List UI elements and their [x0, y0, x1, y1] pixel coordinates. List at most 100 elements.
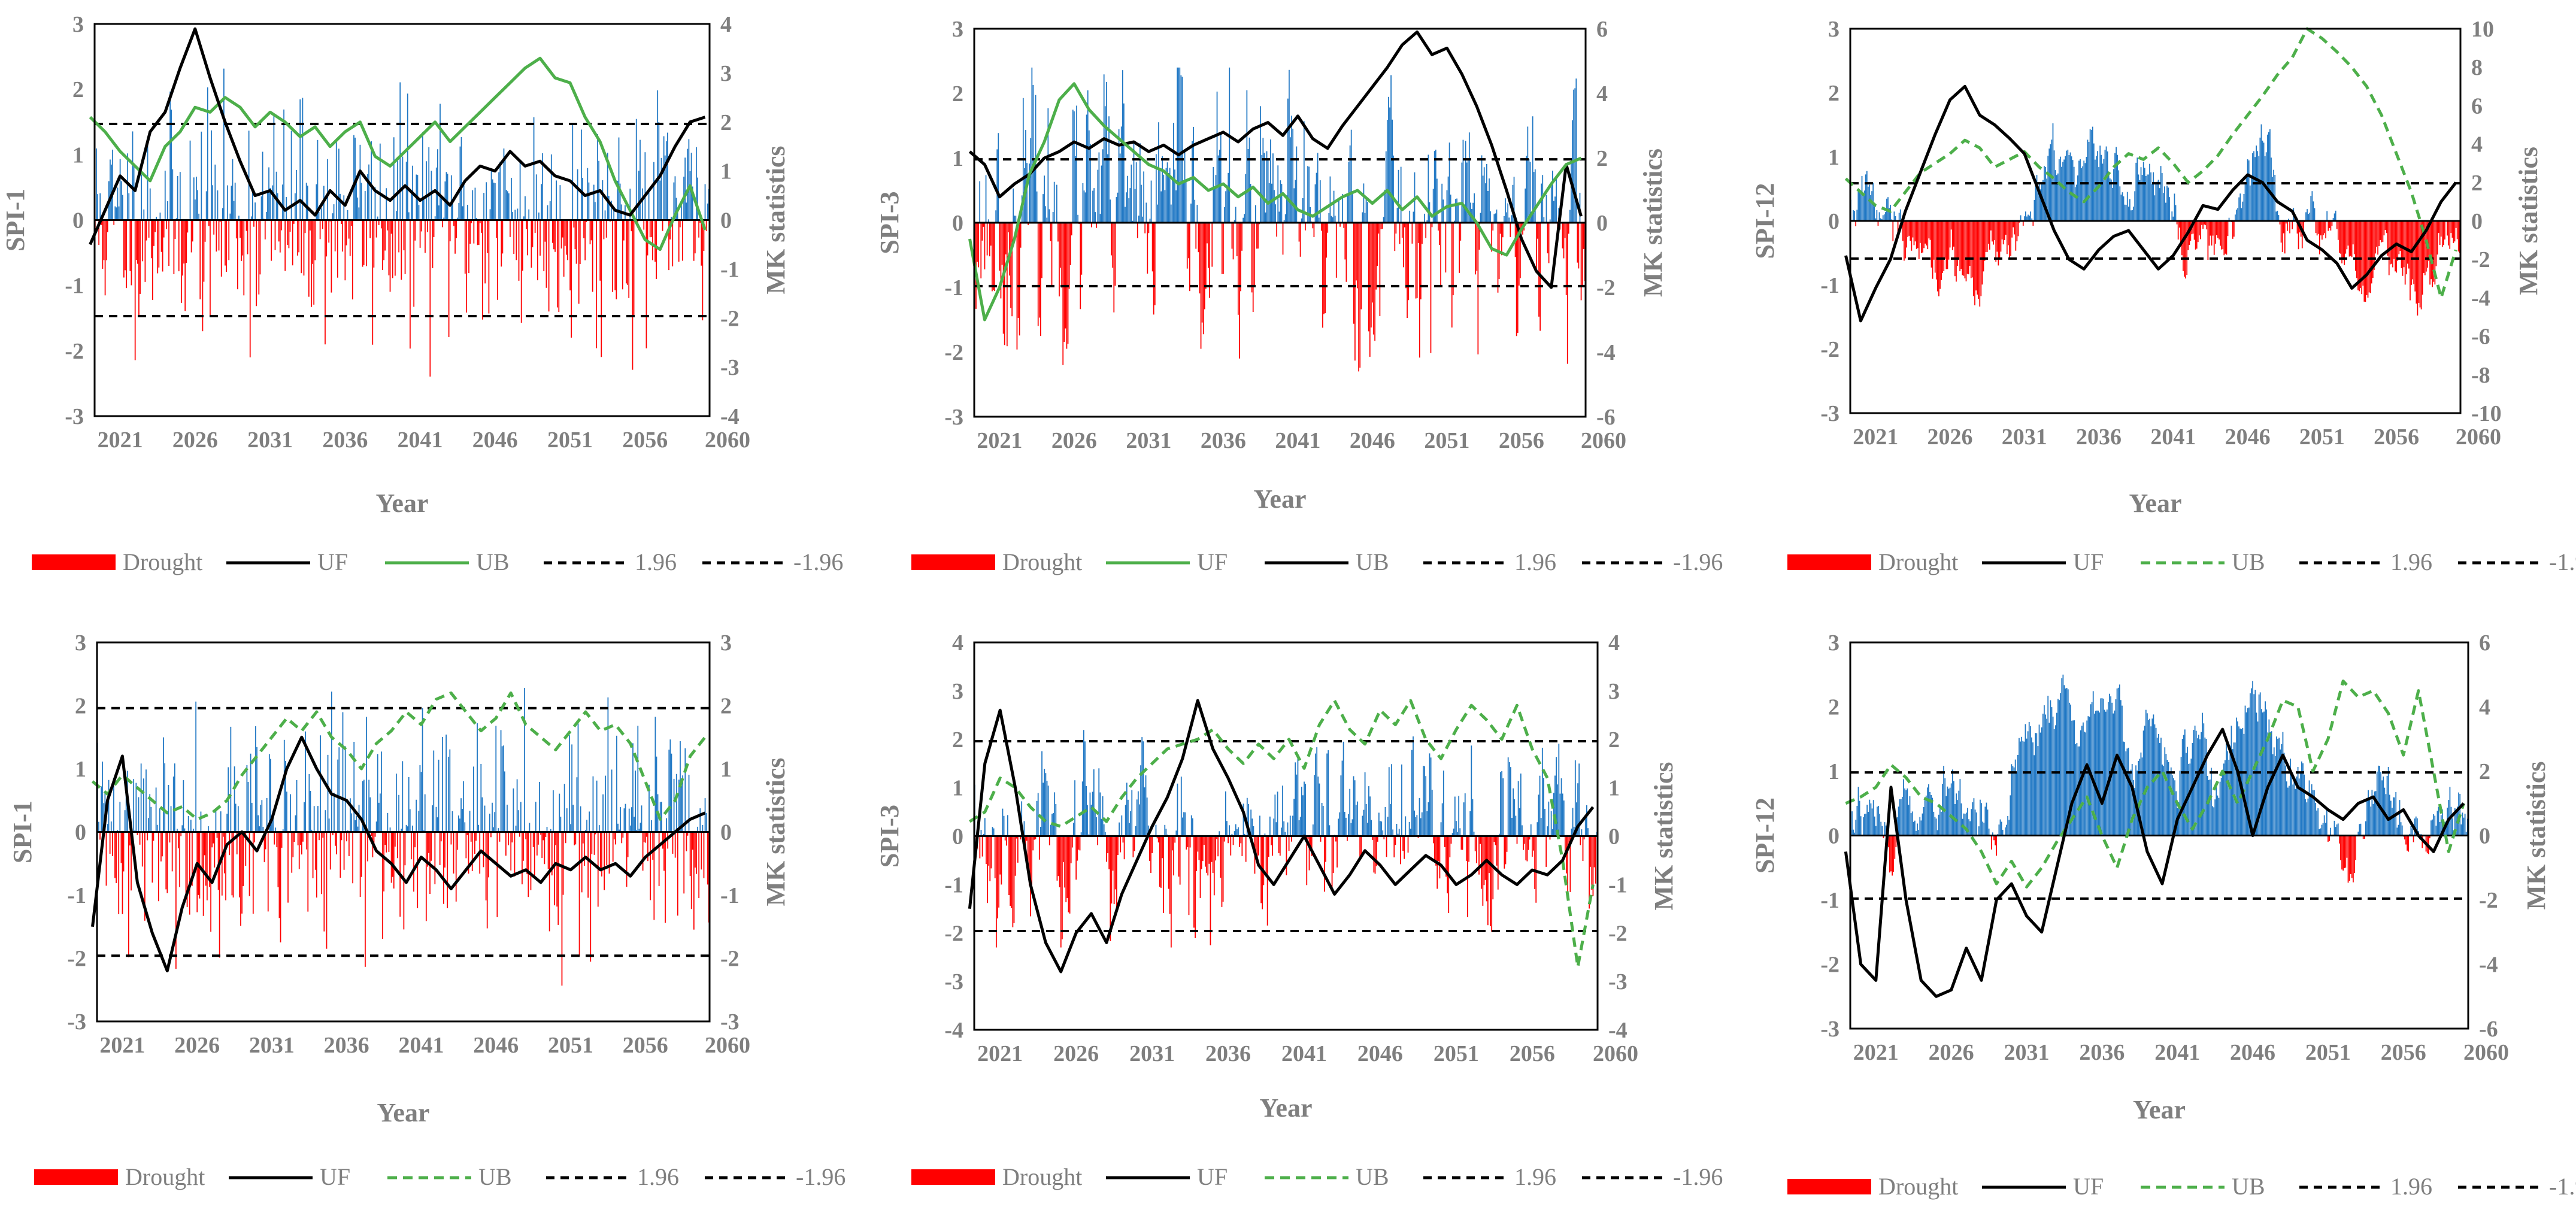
wet-bar	[378, 803, 380, 832]
wet-bar	[2113, 714, 2114, 836]
wet-bar	[1874, 817, 1875, 836]
wet-bar	[1138, 216, 1139, 223]
drought-bar	[1921, 221, 1922, 253]
wet-bar	[1880, 822, 1881, 836]
wet-bar	[1053, 212, 1054, 223]
wet-bar	[464, 822, 465, 832]
wet-bar	[674, 779, 675, 832]
wet-bar	[1251, 818, 1253, 836]
wet-bar	[2311, 191, 2313, 221]
wet-bar	[2452, 818, 2453, 835]
y-tick-label: 3	[75, 630, 86, 656]
drought-bar	[626, 220, 627, 284]
drought-bar	[643, 220, 644, 230]
drought-bar	[531, 220, 532, 268]
y-tick-label: 0	[72, 208, 84, 234]
drought-bar	[1008, 836, 1010, 896]
drought-bar	[1201, 836, 1202, 869]
wet-bar	[1466, 162, 1468, 223]
drought-bar	[2416, 221, 2417, 304]
drought-bar	[319, 832, 320, 841]
wet-bar	[1464, 208, 1465, 223]
wet-bar	[1854, 211, 1855, 221]
drought-bar	[308, 220, 310, 297]
drought-bar	[1208, 223, 1209, 268]
drought-bar	[2320, 221, 2322, 235]
drought-bar	[184, 220, 186, 311]
drought-bar	[298, 220, 299, 253]
drought-bar	[1050, 223, 1051, 241]
drought-bar	[2340, 836, 2341, 860]
wet-bar	[1348, 814, 1349, 836]
drought-bar	[291, 832, 292, 873]
wet-bar	[1959, 779, 1960, 835]
wet-bar	[1493, 214, 1495, 223]
drought-bar	[1451, 836, 1452, 844]
wet-bar	[1277, 792, 1278, 836]
legend-label: UB	[478, 1163, 512, 1190]
drought-bar	[2180, 221, 2181, 244]
drought-bar	[2323, 221, 2324, 235]
drought-bar	[1111, 836, 1113, 904]
wet-bar	[2314, 208, 2316, 221]
wet-bar	[1574, 88, 1575, 223]
drought-bar	[2232, 221, 2233, 239]
wet-bar	[1501, 771, 1502, 836]
wet-bar	[134, 164, 135, 220]
wet-bar	[2162, 173, 2163, 221]
wet-bar	[2050, 144, 2051, 221]
drought-bar	[1510, 223, 1511, 237]
drought-bar	[1500, 223, 1501, 234]
wet-bar	[2267, 135, 2268, 221]
drought-bar	[626, 832, 628, 887]
wet-bar	[1369, 796, 1371, 836]
wet-bar	[1881, 826, 1883, 836]
y-tick-label: -3	[1820, 1017, 1839, 1042]
wet-bar	[1581, 829, 1582, 836]
wet-bar	[1102, 796, 1104, 836]
drought-bar	[978, 223, 979, 267]
drought-bar	[373, 220, 374, 268]
wet-bar	[2126, 748, 2128, 835]
wet-bar	[2108, 702, 2109, 835]
wet-bar	[2135, 163, 2136, 221]
wet-bar	[1424, 766, 1425, 836]
wet-bar	[1340, 775, 1341, 836]
drought-bar	[691, 832, 692, 909]
wet-bar	[1443, 771, 1444, 836]
wet-bar	[541, 184, 542, 220]
wet-bar	[1982, 821, 1983, 835]
wet-bar	[2326, 808, 2328, 835]
drought-bar	[325, 220, 326, 345]
wet-bar	[1159, 169, 1160, 223]
x-tick-label: 2056	[623, 1033, 668, 1058]
wet-bar	[125, 810, 126, 832]
wet-bar	[2465, 814, 2466, 835]
drought-bar	[1305, 223, 1306, 231]
drought-bar	[2398, 221, 2399, 254]
wet-bar	[593, 185, 595, 220]
drought-bar	[1208, 836, 1210, 864]
wet-bar	[272, 186, 273, 220]
legend-label: Drought	[125, 1163, 205, 1190]
wet-bar	[1362, 213, 1363, 223]
drought-bar	[511, 832, 513, 843]
drought-bar	[204, 832, 205, 856]
drought-bar	[1201, 223, 1202, 349]
wet-bar	[2038, 190, 2039, 221]
wet-bar	[343, 712, 344, 832]
drought-bar	[1240, 223, 1241, 291]
wet-bar	[1972, 802, 1973, 836]
drought-bar	[162, 832, 163, 857]
drought-bar	[1914, 221, 1915, 245]
drought-bar	[1962, 221, 1963, 275]
drought-bar	[1968, 221, 1969, 274]
wet-bar	[306, 183, 307, 220]
wet-bar	[1293, 799, 1295, 836]
drought-bar	[1369, 223, 1371, 357]
wet-bar	[1935, 817, 1936, 836]
drought-bar	[1108, 836, 1110, 869]
wet-bar	[2067, 150, 2068, 221]
wet-bar	[428, 147, 429, 220]
